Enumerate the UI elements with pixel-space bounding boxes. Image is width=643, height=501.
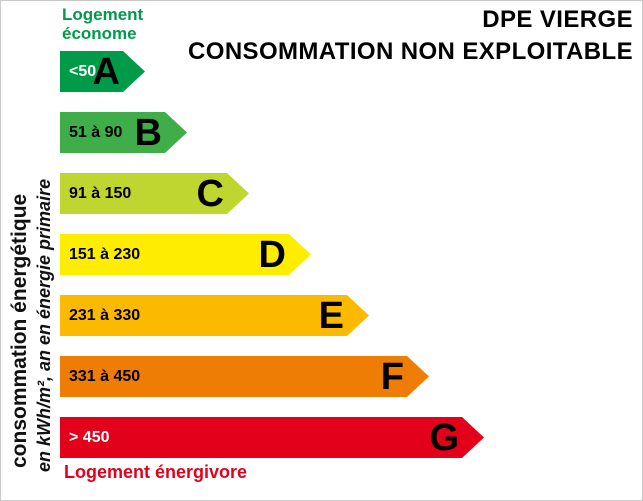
label-logement-energivore: Logement énergivore: [64, 462, 248, 482]
energy-band-c: 91 à 150 C: [60, 173, 249, 214]
title-dpe-vierge: DPE VIERGE: [482, 6, 633, 33]
y-axis-label-bold: consommation énergétique: [8, 193, 31, 468]
energy-band-g: > 450 G: [60, 417, 484, 458]
label-logement-econome: Logement économe: [62, 5, 144, 43]
band-letter: E: [318, 294, 344, 337]
band-letter: A: [92, 50, 120, 93]
chart-title: DPE VIERGE CONSOMMATION NON EXPLOITABLE: [188, 6, 633, 66]
band-letter: B: [134, 111, 162, 154]
band-range-label: > 450: [69, 428, 110, 446]
band-letter: F: [380, 355, 404, 398]
band-range-label: 331 à 450: [69, 367, 141, 385]
energy-band-a: <50 A: [60, 51, 145, 92]
y-axis-label-unit: en kWh/m², an en énergie primaire: [34, 178, 54, 472]
band-range-label: 231 à 330: [69, 306, 141, 324]
energy-band-b: 51 à 90 B: [60, 112, 187, 153]
energy-band-d: 151 à 230 D: [60, 234, 311, 275]
band-range-label: 91 à 150: [69, 184, 132, 202]
band-letter: C: [196, 172, 224, 215]
band-letter: G: [429, 416, 459, 459]
energy-band-e: 231 à 330 E: [60, 295, 369, 336]
band-range-label: 151 à 230: [69, 245, 141, 263]
band-letter: D: [258, 233, 286, 276]
band-range-label: <50: [69, 62, 97, 80]
energy-band-f: 331 à 450 F: [60, 356, 429, 397]
band-range-label: 51 à 90: [69, 123, 123, 141]
energy-scale: <50 A 51 à 90 B 91 à 150 C 151 à 230 D 2…: [60, 51, 484, 478]
title-consommation-non-exploitable: CONSOMMATION NON EXPLOITABLE: [188, 38, 633, 65]
